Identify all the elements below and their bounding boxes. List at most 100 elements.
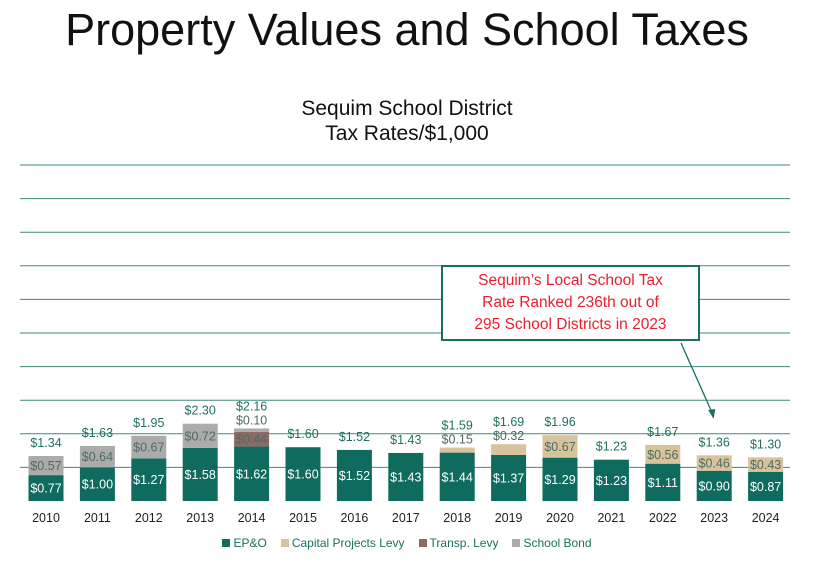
legend-item-transp: Transp. Levy (418, 536, 499, 550)
segment-value-label: $0.46 (699, 457, 730, 471)
bar-segment-epo (285, 447, 321, 501)
x-tick-label: 2012 (135, 511, 163, 525)
segment-value-label: $0.90 (699, 479, 730, 493)
bar-segment-epo (388, 452, 424, 501)
segment-value-label: $0.10 (236, 413, 267, 427)
bar-segment-epo (696, 470, 732, 501)
bar-segment-bond (28, 455, 64, 476)
segment-value-label: $1.44 (442, 470, 473, 484)
callout-line-3: 295 School Districts in 2023 (474, 316, 667, 333)
bar-segment-epo (439, 452, 475, 501)
bar-segment-epo (336, 449, 372, 501)
bar-segment-bond (79, 445, 115, 468)
segment-value-label: $1.60 (287, 468, 318, 482)
segment-value-label: $0.43 (750, 458, 781, 472)
segment-value-label: $1.52 (339, 469, 370, 483)
bar-segment-epo (593, 459, 629, 501)
x-tick-label: 2017 (392, 511, 420, 525)
callout-line-2: Rate Ranked 236th out of (482, 294, 659, 311)
chart-legend: EP&O Capital Projects Levy Transp. Levy … (0, 536, 814, 550)
legend-label: School Bond (523, 536, 592, 550)
callout-arrowhead-icon (708, 409, 716, 419)
segment-value-label: $1.00 (82, 478, 113, 492)
total-value-label: $1.30 (750, 437, 781, 451)
total-value-label: $2.16 (236, 399, 267, 413)
bar-segment-epo (491, 454, 527, 501)
x-tick-label: 2019 (495, 511, 523, 525)
total-value-label: $1.60 (287, 427, 318, 441)
x-tick-label: 2022 (649, 511, 677, 525)
segment-value-label: $0.77 (30, 482, 61, 496)
total-value-label: $1.67 (647, 425, 678, 439)
segment-value-label: $0.56 (647, 448, 678, 462)
segment-value-label: $0.44 (236, 433, 267, 447)
bar-segment-epo (182, 447, 218, 501)
segment-value-label: $1.37 (493, 471, 524, 485)
chart-title-line-1: Sequim School District (301, 97, 513, 120)
segment-value-label: $1.23 (596, 474, 627, 488)
bar-segment-epo (748, 471, 784, 501)
bar-segment-epo (131, 458, 167, 501)
x-tick-label: 2015 (289, 511, 317, 525)
total-value-label: $2.30 (185, 404, 216, 418)
x-tick-label: 2018 (443, 511, 471, 525)
bar-segment-capital (748, 457, 784, 472)
callout-line-1: Sequim’s Local School Tax (478, 272, 663, 289)
legend-item-epo: EP&O (222, 536, 267, 550)
legend-label: EP&O (233, 536, 267, 550)
x-tick-label: 2011 (84, 511, 111, 525)
bar-segment-bond (234, 428, 270, 432)
segment-value-label: $1.29 (544, 473, 575, 487)
total-value-label: $1.43 (390, 433, 421, 447)
x-tick-label: 2016 (340, 511, 368, 525)
total-value-label: $1.96 (544, 415, 575, 429)
segment-value-label: $1.62 (236, 467, 267, 481)
bar-segment-epo (645, 463, 681, 501)
total-value-label: $1.36 (699, 435, 730, 449)
segment-value-label: $0.72 (185, 429, 216, 443)
legend-item-capital: Capital Projects Levy (280, 536, 405, 550)
total-value-label: $1.59 (442, 419, 473, 433)
x-tick-label: 2023 (700, 511, 728, 525)
bar-segment-bond (131, 435, 167, 459)
segment-value-label: $1.43 (390, 470, 421, 484)
total-value-label: $1.95 (133, 416, 164, 430)
segment-value-label: $0.67 (133, 441, 164, 455)
page-title: Property Values and School Taxes (65, 4, 749, 55)
bar-segment-epo (79, 467, 115, 501)
x-tick-label: 2013 (186, 511, 214, 525)
bar-segment-transp (234, 431, 270, 447)
x-tick-label: 2021 (597, 511, 625, 525)
segment-value-label: $0.87 (750, 480, 781, 494)
x-tick-label: 2020 (546, 511, 574, 525)
bar-segment-epo (234, 446, 270, 501)
callout-arrow-line (680, 342, 713, 414)
x-tick-label: 2010 (32, 511, 60, 525)
legend-swatch-bond (512, 539, 521, 547)
bar-segment-capital (491, 444, 527, 455)
total-value-label: $1.23 (596, 440, 627, 454)
x-tick-label: 2024 (752, 511, 780, 525)
total-value-label: $1.52 (339, 430, 370, 444)
segment-value-label: $1.27 (133, 473, 164, 487)
segment-value-label: $0.67 (544, 440, 575, 454)
chart-title: Sequim School District Tax Rates/$1,000 (0, 96, 814, 146)
legend-label: Transp. Levy (429, 536, 499, 550)
bar-segment-capital (542, 435, 578, 458)
ranking-callout: Sequim’s Local School Tax Rate Ranked 23… (441, 265, 700, 341)
legend-swatch-capital (280, 539, 289, 547)
total-value-label: $1.63 (82, 426, 113, 440)
legend-label: Capital Projects Levy (291, 536, 405, 550)
segment-value-label: $0.15 (442, 433, 473, 447)
legend-swatch-epo (222, 539, 231, 547)
legend-swatch-transp (418, 539, 427, 547)
bar-segment-capital (645, 444, 681, 464)
segment-value-label: $1.11 (648, 476, 678, 490)
bar-segment-epo (28, 475, 64, 501)
segment-value-label: $0.64 (82, 450, 113, 464)
legend-item-bond: School Bond (512, 536, 592, 550)
total-value-label: $1.69 (493, 415, 524, 429)
chart-title-line-2: Tax Rates/$1,000 (325, 122, 489, 145)
total-value-label: $1.34 (30, 436, 61, 450)
x-tick-label: 2014 (238, 511, 266, 525)
